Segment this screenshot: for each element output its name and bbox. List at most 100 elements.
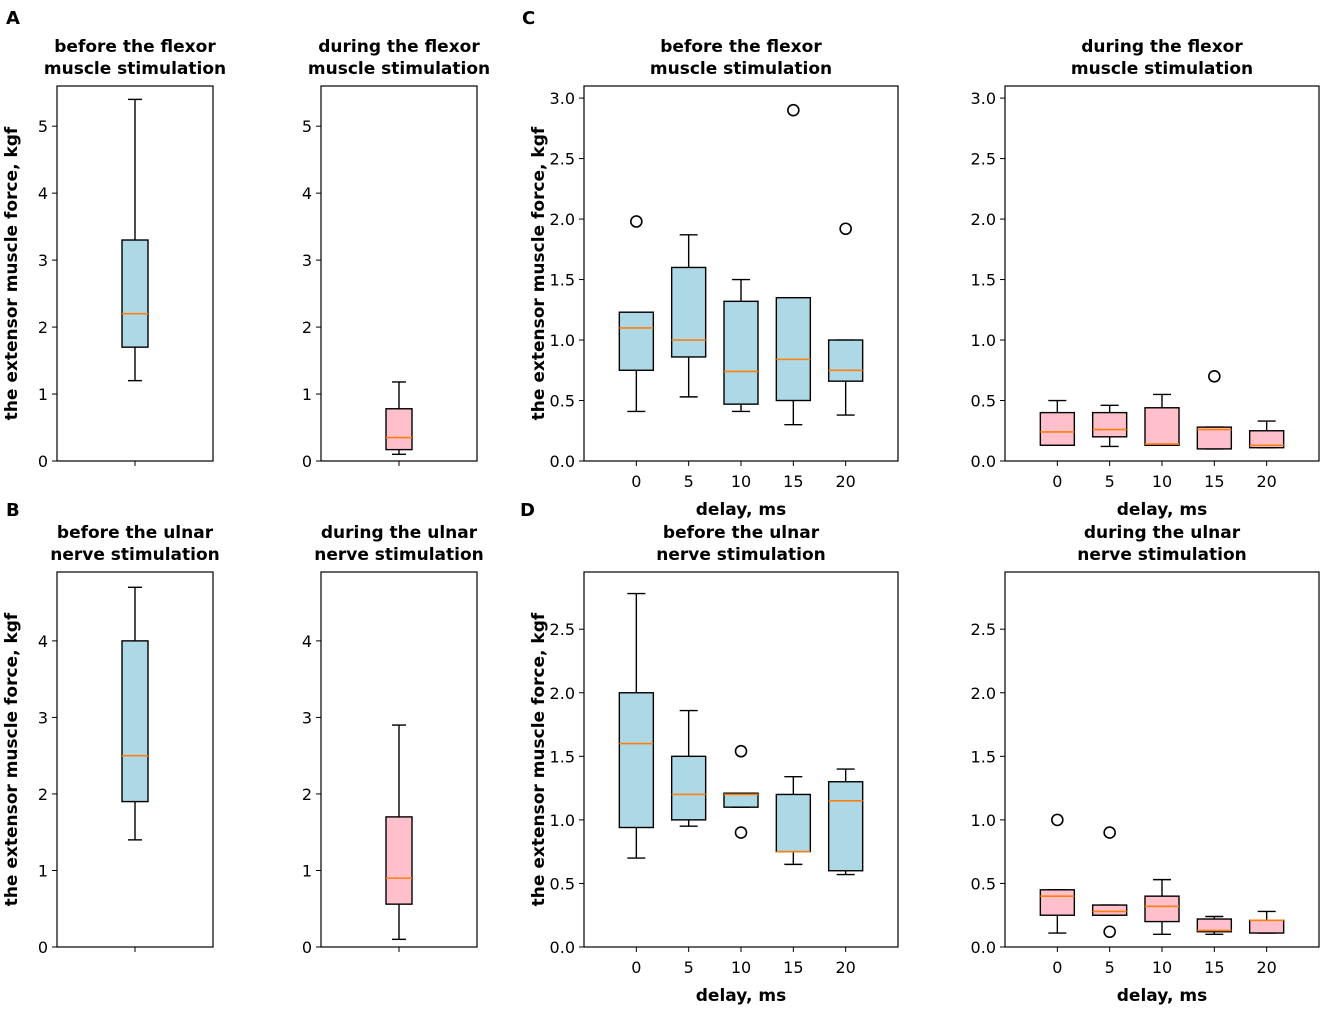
- y-tick-label: 2: [38, 318, 48, 337]
- box-iqr: [1248, 919, 1285, 934]
- x-tick-label: 5: [1105, 958, 1115, 977]
- box-iqr: [723, 792, 759, 808]
- y-tick-label: 3.0: [971, 89, 996, 108]
- box-iqr: [1039, 411, 1076, 446]
- box-delay-20: [1248, 910, 1285, 934]
- chart-title-line: muscle stimulation: [308, 59, 490, 79]
- y-tick-label: 4: [38, 632, 48, 651]
- chart-title-line: nerve stimulation: [50, 545, 219, 565]
- box-iqr: [827, 339, 864, 382]
- chart-title-line: nerve stimulation: [314, 545, 483, 565]
- y-tick-label: 0.5: [971, 874, 996, 893]
- axes-frame: [320, 571, 478, 948]
- y-tick-label: 4: [38, 184, 48, 203]
- outlier-point: [1208, 370, 1221, 383]
- box-delay-0: [618, 592, 655, 859]
- axes-frame: [1004, 571, 1320, 948]
- box-single: [121, 586, 149, 841]
- x-tick-label: 10: [1152, 472, 1172, 491]
- y-tick-label: 1.5: [550, 747, 575, 766]
- y-tick-label: 3: [302, 708, 312, 727]
- y-tick-label: 0: [38, 938, 48, 957]
- y-tick-label: 2.0: [971, 684, 996, 703]
- y-tick-label: 0: [302, 452, 312, 471]
- outlier-point: [630, 215, 643, 228]
- box-iqr: [1144, 895, 1180, 923]
- y-tick-label: 2.0: [550, 684, 575, 703]
- y-tick-label: 1: [38, 861, 48, 880]
- x-axis-label: delay, ms: [696, 986, 786, 1006]
- chart-title-line: nerve stimulation: [1077, 545, 1246, 565]
- axes-frame: [320, 85, 478, 462]
- box-iqr: [775, 793, 812, 853]
- x-tick-label: 10: [731, 472, 751, 491]
- y-axis-label: the extensor muscle force, kgf: [529, 126, 549, 420]
- box-delay-10: [723, 744, 759, 839]
- box-iqr: [827, 781, 864, 872]
- y-tick-label: 1.0: [971, 331, 996, 350]
- box-delay-15: [1196, 915, 1233, 935]
- y-tick-label: 2.5: [971, 620, 996, 639]
- chart-title-line: during the flexor: [318, 37, 480, 57]
- box-iqr: [121, 239, 149, 348]
- y-tick-label: 2.0: [971, 210, 996, 229]
- chart-title-line: during the ulnar: [1084, 523, 1241, 543]
- outlier-point: [1051, 813, 1064, 827]
- axes-frame: [583, 85, 899, 462]
- chart-title-line: nerve stimulation: [656, 545, 825, 565]
- box-iqr: [670, 755, 707, 821]
- box-delay-20: [827, 768, 864, 876]
- box-delay-20: [827, 222, 864, 416]
- box-delay-5: [1091, 404, 1128, 448]
- chart-title-line: muscle stimulation: [1071, 59, 1253, 79]
- x-axis-label: delay, ms: [1117, 986, 1207, 1006]
- panel-label-b: B: [6, 500, 20, 521]
- outlier-point: [839, 222, 852, 236]
- box-delay-5: [670, 709, 707, 827]
- x-tick-label: 0: [631, 472, 641, 491]
- box-delay-0: [618, 215, 655, 413]
- y-axis-label: the extensor muscle force, kgf: [2, 612, 22, 906]
- box-delay-5: [670, 234, 707, 398]
- y-tick-label: 5: [302, 117, 312, 136]
- y-tick-label: 3: [302, 251, 312, 270]
- y-tick-label: 1.0: [971, 811, 996, 830]
- x-tick-label: 20: [835, 958, 855, 977]
- chart-title-line: muscle stimulation: [650, 59, 832, 79]
- box-iqr: [385, 816, 413, 905]
- x-tick-label: 5: [1105, 472, 1115, 491]
- outlier-point: [1103, 925, 1116, 939]
- axes-frame: [1004, 85, 1320, 462]
- box-iqr: [1039, 889, 1076, 916]
- y-tick-label: 3.0: [550, 89, 575, 108]
- x-tick-label: 10: [731, 958, 751, 977]
- x-tick-label: 5: [684, 958, 694, 977]
- y-tick-label: 3: [38, 708, 48, 727]
- y-tick-label: 0.5: [550, 874, 575, 893]
- y-tick-label: 1.0: [550, 331, 575, 350]
- y-tick-label: 0.5: [971, 392, 996, 411]
- box-single: [385, 724, 413, 941]
- x-tick-label: 20: [1256, 958, 1276, 977]
- y-tick-label: 0: [302, 938, 312, 957]
- y-tick-label: 4: [302, 632, 312, 651]
- box-iqr: [1196, 426, 1233, 450]
- box-iqr: [1196, 918, 1233, 933]
- box-delay-15: [775, 103, 812, 426]
- y-tick-label: 0.0: [971, 452, 996, 471]
- box-delay-20: [1248, 420, 1285, 449]
- box-delay-10: [723, 278, 759, 413]
- y-axis-label: the extensor muscle force, kgf: [2, 126, 22, 420]
- y-tick-label: 1: [302, 385, 312, 404]
- panel-label-a: A: [6, 8, 20, 29]
- box-single: [385, 381, 413, 456]
- x-tick-label: 20: [835, 472, 855, 491]
- y-tick-label: 1.5: [550, 271, 575, 290]
- y-tick-label: 0.0: [550, 452, 575, 471]
